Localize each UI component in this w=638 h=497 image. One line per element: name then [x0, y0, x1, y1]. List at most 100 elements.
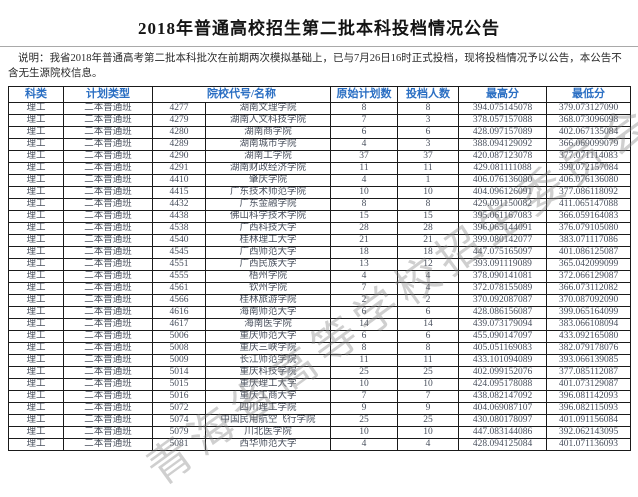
description-line-2: 含无生源院校信息。 [8, 68, 103, 79]
max-score-cell: 378.090141081 [458, 270, 547, 283]
filed-count-cell: 37 [397, 150, 459, 163]
filed-count-cell: 10 [397, 426, 459, 439]
min-score-cell: 377.071114083 [546, 150, 631, 163]
plan-type-cell: 二本普通班 [63, 186, 153, 199]
filed-count-cell: 4 [397, 438, 459, 451]
filed-count-cell: 14 [397, 318, 459, 331]
max-score-cell: 455.090147097 [458, 330, 547, 343]
college-name-cell: 重庆三峡学院 [205, 342, 331, 355]
max-score-cell: 428.086156087 [458, 306, 547, 319]
max-score-cell: 430.080178097 [458, 414, 547, 427]
plan-type-cell: 二本普通班 [63, 318, 153, 331]
filed-count-cell: 6 [397, 126, 459, 139]
college-name-cell: 佛山科学技术学院 [205, 210, 331, 223]
filed-count-cell: 12 [397, 258, 459, 271]
college-code-cell: 4291 [152, 162, 206, 175]
filed-count-cell: 11 [397, 354, 459, 367]
table-row: 理工 二本普通班 4616 海南师范大学 6 6 428.086156087 399.0651… [8, 306, 631, 319]
plan-type-cell: 二本普通班 [63, 306, 153, 319]
college-name-cell: 广西民族大学 [205, 258, 331, 271]
college-name-cell: 长江师范学院 [205, 354, 331, 367]
table-row: 理工 二本普通班 5015 重庆理工大学 10 10 424.095178088 401.07… [8, 378, 631, 391]
filed-count-cell: 7 [397, 390, 459, 403]
table-header: 科类 计划类型 院校代号/名称 原始计划数 投档人数 最高分 最低分 [8, 86, 631, 103]
plan-type-cell: 二本普通班 [63, 102, 153, 115]
min-score-cell: 383.066108094 [546, 318, 631, 331]
max-score-cell: 378.057157088 [458, 114, 547, 127]
min-score-cell: 376.079105080 [546, 222, 631, 235]
college-name-cell: 湖南人文科技学院 [205, 114, 331, 127]
category-cell: 理工 [8, 366, 64, 379]
min-score-cell: 399.072157084 [546, 162, 631, 175]
category-cell: 理工 [8, 234, 64, 247]
category-cell: 理工 [8, 198, 64, 211]
table-row: 理工 二本普通班 5072 四川理工学院 9 9 404.069087107 396.0821… [8, 402, 631, 415]
college-code-cell: 4438 [152, 210, 206, 223]
category-cell: 理工 [8, 270, 64, 283]
filed-count-cell: 6 [397, 330, 459, 343]
description: 说明：我省2018年普通高考第二批本科批次在前期两次模拟基础上，已与7月26日1… [8, 51, 632, 81]
college-code-cell: 5079 [152, 426, 206, 439]
max-score-cell: 394.075145078 [458, 102, 547, 115]
max-score-cell: 393.091119089 [458, 258, 547, 271]
plan-count-cell: 7 [330, 282, 398, 295]
max-score-cell: 433.101094089 [458, 354, 547, 367]
plan-count-cell: 11 [330, 162, 398, 175]
category-cell: 理工 [8, 342, 64, 355]
table-row: 理工 二本普通班 4289 湖南城市学院 4 3 388.094129092 366.0690… [8, 138, 631, 151]
filed-count-cell: 15 [397, 210, 459, 223]
college-name-cell: 重庆科技学院 [205, 366, 331, 379]
plan-count-cell: 28 [330, 222, 398, 235]
plan-type-cell: 二本普通班 [63, 138, 153, 151]
college-code-cell: 5014 [152, 366, 206, 379]
college-code-cell: 4551 [152, 258, 206, 271]
table-row: 理工 二本普通班 5079 川北医学院 10 10 447.083144086 392.062… [8, 426, 631, 439]
plan-type-cell: 二本普通班 [63, 258, 153, 271]
min-score-cell: 393.066139085 [546, 354, 631, 367]
plan-count-cell: 15 [330, 210, 398, 223]
college-name-cell: 广西科技大学 [205, 222, 331, 235]
plan-type-cell: 二本普通班 [63, 330, 153, 343]
college-name-cell: 肇庆学院 [205, 174, 331, 187]
filed-count-cell: 28 [397, 222, 459, 235]
header-category: 科类 [8, 86, 64, 103]
category-cell: 理工 [8, 294, 64, 307]
college-code-cell: 4279 [152, 114, 206, 127]
category-cell: 理工 [8, 102, 64, 115]
table-row: 理工 二本普通班 4538 广西科技大学 28 28 396.065144091 376.07… [8, 222, 631, 235]
filed-count-cell: 3 [397, 138, 459, 151]
college-name-cell: 重庆理工大学 [205, 378, 331, 391]
college-name-cell: 川北医学院 [205, 426, 331, 439]
filed-count-cell: 21 [397, 234, 459, 247]
min-score-cell: 406.076136080 [546, 174, 631, 187]
min-score-cell: 396.082115093 [546, 402, 631, 415]
filed-count-cell: 25 [397, 414, 459, 427]
min-score-cell: 399.065164099 [546, 306, 631, 319]
plan-count-cell: 37 [330, 150, 398, 163]
table-row: 理工 二本普通班 4551 广西民族大学 13 12 393.091119089 365.04… [8, 258, 631, 271]
plan-count-cell: 14 [330, 318, 398, 331]
table-row: 理工 二本普通班 4561 钦州学院 7 4 372.078155089 366.073112… [8, 282, 631, 295]
filed-count-cell: 4 [397, 270, 459, 283]
max-score-cell: 404.096126091 [458, 186, 547, 199]
college-name-cell: 广西师范大学 [205, 246, 331, 259]
category-cell: 理工 [8, 138, 64, 151]
plan-type-cell: 二本普通班 [63, 402, 153, 415]
college-name-cell: 中国民用航空飞行学院 [205, 414, 331, 427]
filed-count-cell: 25 [397, 366, 459, 379]
max-score-cell: 402.099152076 [458, 366, 547, 379]
max-score-cell: 429.081111088 [458, 162, 547, 175]
college-code-cell: 4545 [152, 246, 206, 259]
category-cell: 理工 [8, 246, 64, 259]
college-name-cell: 湖南工学院 [205, 150, 331, 163]
plan-count-cell: 21 [330, 234, 398, 247]
title-divider [0, 46, 638, 47]
header-max-score: 最高分 [458, 86, 547, 103]
plan-type-cell: 二本普通班 [63, 114, 153, 127]
min-score-cell: 370.087092090 [546, 294, 631, 307]
table-row: 理工 二本普通班 4410 肇庆学院 4 1 406.076136080 406.076136… [8, 174, 631, 187]
header-filed-count: 投档人数 [397, 86, 459, 103]
college-code-cell: 4538 [152, 222, 206, 235]
min-score-cell: 372.066129087 [546, 270, 631, 283]
category-cell: 理工 [8, 126, 64, 139]
